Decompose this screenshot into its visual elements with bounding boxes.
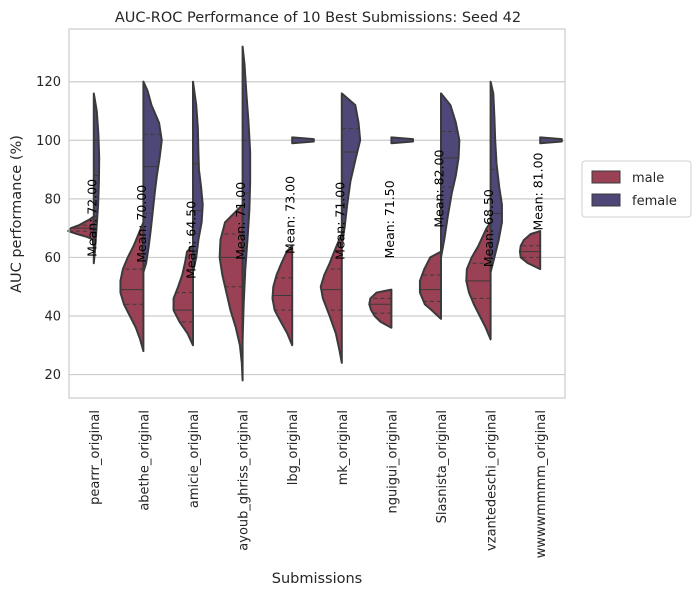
violins (67, 45, 563, 382)
x-tick-label: vzantedeschi_original (485, 410, 500, 551)
violin-male-Slasnista_original (418, 250, 442, 320)
mean-labels: Mean: 72.00 Mean: 70.00 Mean: 64.50 Mean: 7… (84, 150, 545, 279)
violin-female-nguigui_original (390, 136, 414, 145)
x-axis-label: Submissions (272, 571, 363, 587)
x-tick-label: mk_original (336, 410, 351, 485)
x-tick-labels: pearrr_original abethe_original amicie_ori… (88, 410, 549, 558)
x-tick-label: Slasnista_original (435, 410, 450, 523)
mean-label: Mean: 72.00 (84, 179, 99, 257)
violin-male-mk_original (319, 233, 343, 364)
legend: male female (581, 160, 692, 218)
x-tick-label: abethe_original (137, 410, 152, 511)
x-tick-label: amicie_original (187, 410, 202, 508)
violin-female-pearrr_original (92, 92, 101, 265)
chart-title: AUC-ROC Performance of 10 Best Submissio… (115, 10, 521, 26)
y-tick-label: 20 (44, 368, 61, 383)
y-tick-label: 80 (44, 192, 61, 207)
x-tick-label: nguigui_original (385, 410, 400, 514)
violin-male-amicie_original (172, 244, 194, 347)
violin-female-wwwwmmmm_original (539, 136, 563, 145)
violin-female-lbg_original (291, 136, 315, 145)
x-tick-label: lbg_original (286, 410, 301, 485)
violin-female-vzantedeschi_original (489, 80, 503, 274)
mean-label: Mean: 71.50 (382, 180, 397, 258)
mean-label: Mean: 82.00 (432, 150, 447, 228)
mean-label: Mean: 70.00 (134, 185, 149, 263)
mean-label: Mean: 81.00 (531, 152, 546, 230)
mean-label: Mean: 68.50 (481, 189, 496, 267)
y-tick-label: 60 (44, 251, 61, 266)
x-tick-label: ayoub_ghriss_original (237, 410, 252, 551)
violin-female-amicie_original (192, 80, 204, 274)
plot-frame (68, 28, 566, 399)
mean-label: Mean: 71.00 (233, 182, 248, 260)
y-tick-label: 120 (36, 75, 61, 90)
violin-female-mk_original (340, 92, 362, 247)
y-axis-label: AUC performance (%) (9, 135, 25, 293)
violin-male-ayoub_ghriss_original (218, 203, 244, 382)
mean-label: Mean: 73.00 (283, 176, 298, 254)
y-tick-label: 100 (36, 134, 61, 149)
mean-label: Mean: 64.50 (184, 201, 199, 279)
y-tick-labels: 20 40 60 80 100 120 (36, 75, 61, 383)
legend-label-female: female (632, 194, 677, 209)
y-tick-label: 40 (44, 310, 61, 325)
violin-male-abethe_original (119, 221, 145, 353)
x-tick-label: pearrr_original (88, 410, 103, 505)
legend-swatch-male (591, 170, 621, 184)
violin-male-wwwwmmmm_original (518, 230, 542, 271)
legend-swatch-female (591, 193, 621, 207)
x-tick-label: wwwwmmmm_original (534, 410, 549, 558)
mean-label: Mean: 71.00 (332, 182, 347, 260)
violin-male-nguigui_original (368, 288, 393, 329)
legend-label-male: male (632, 171, 664, 186)
